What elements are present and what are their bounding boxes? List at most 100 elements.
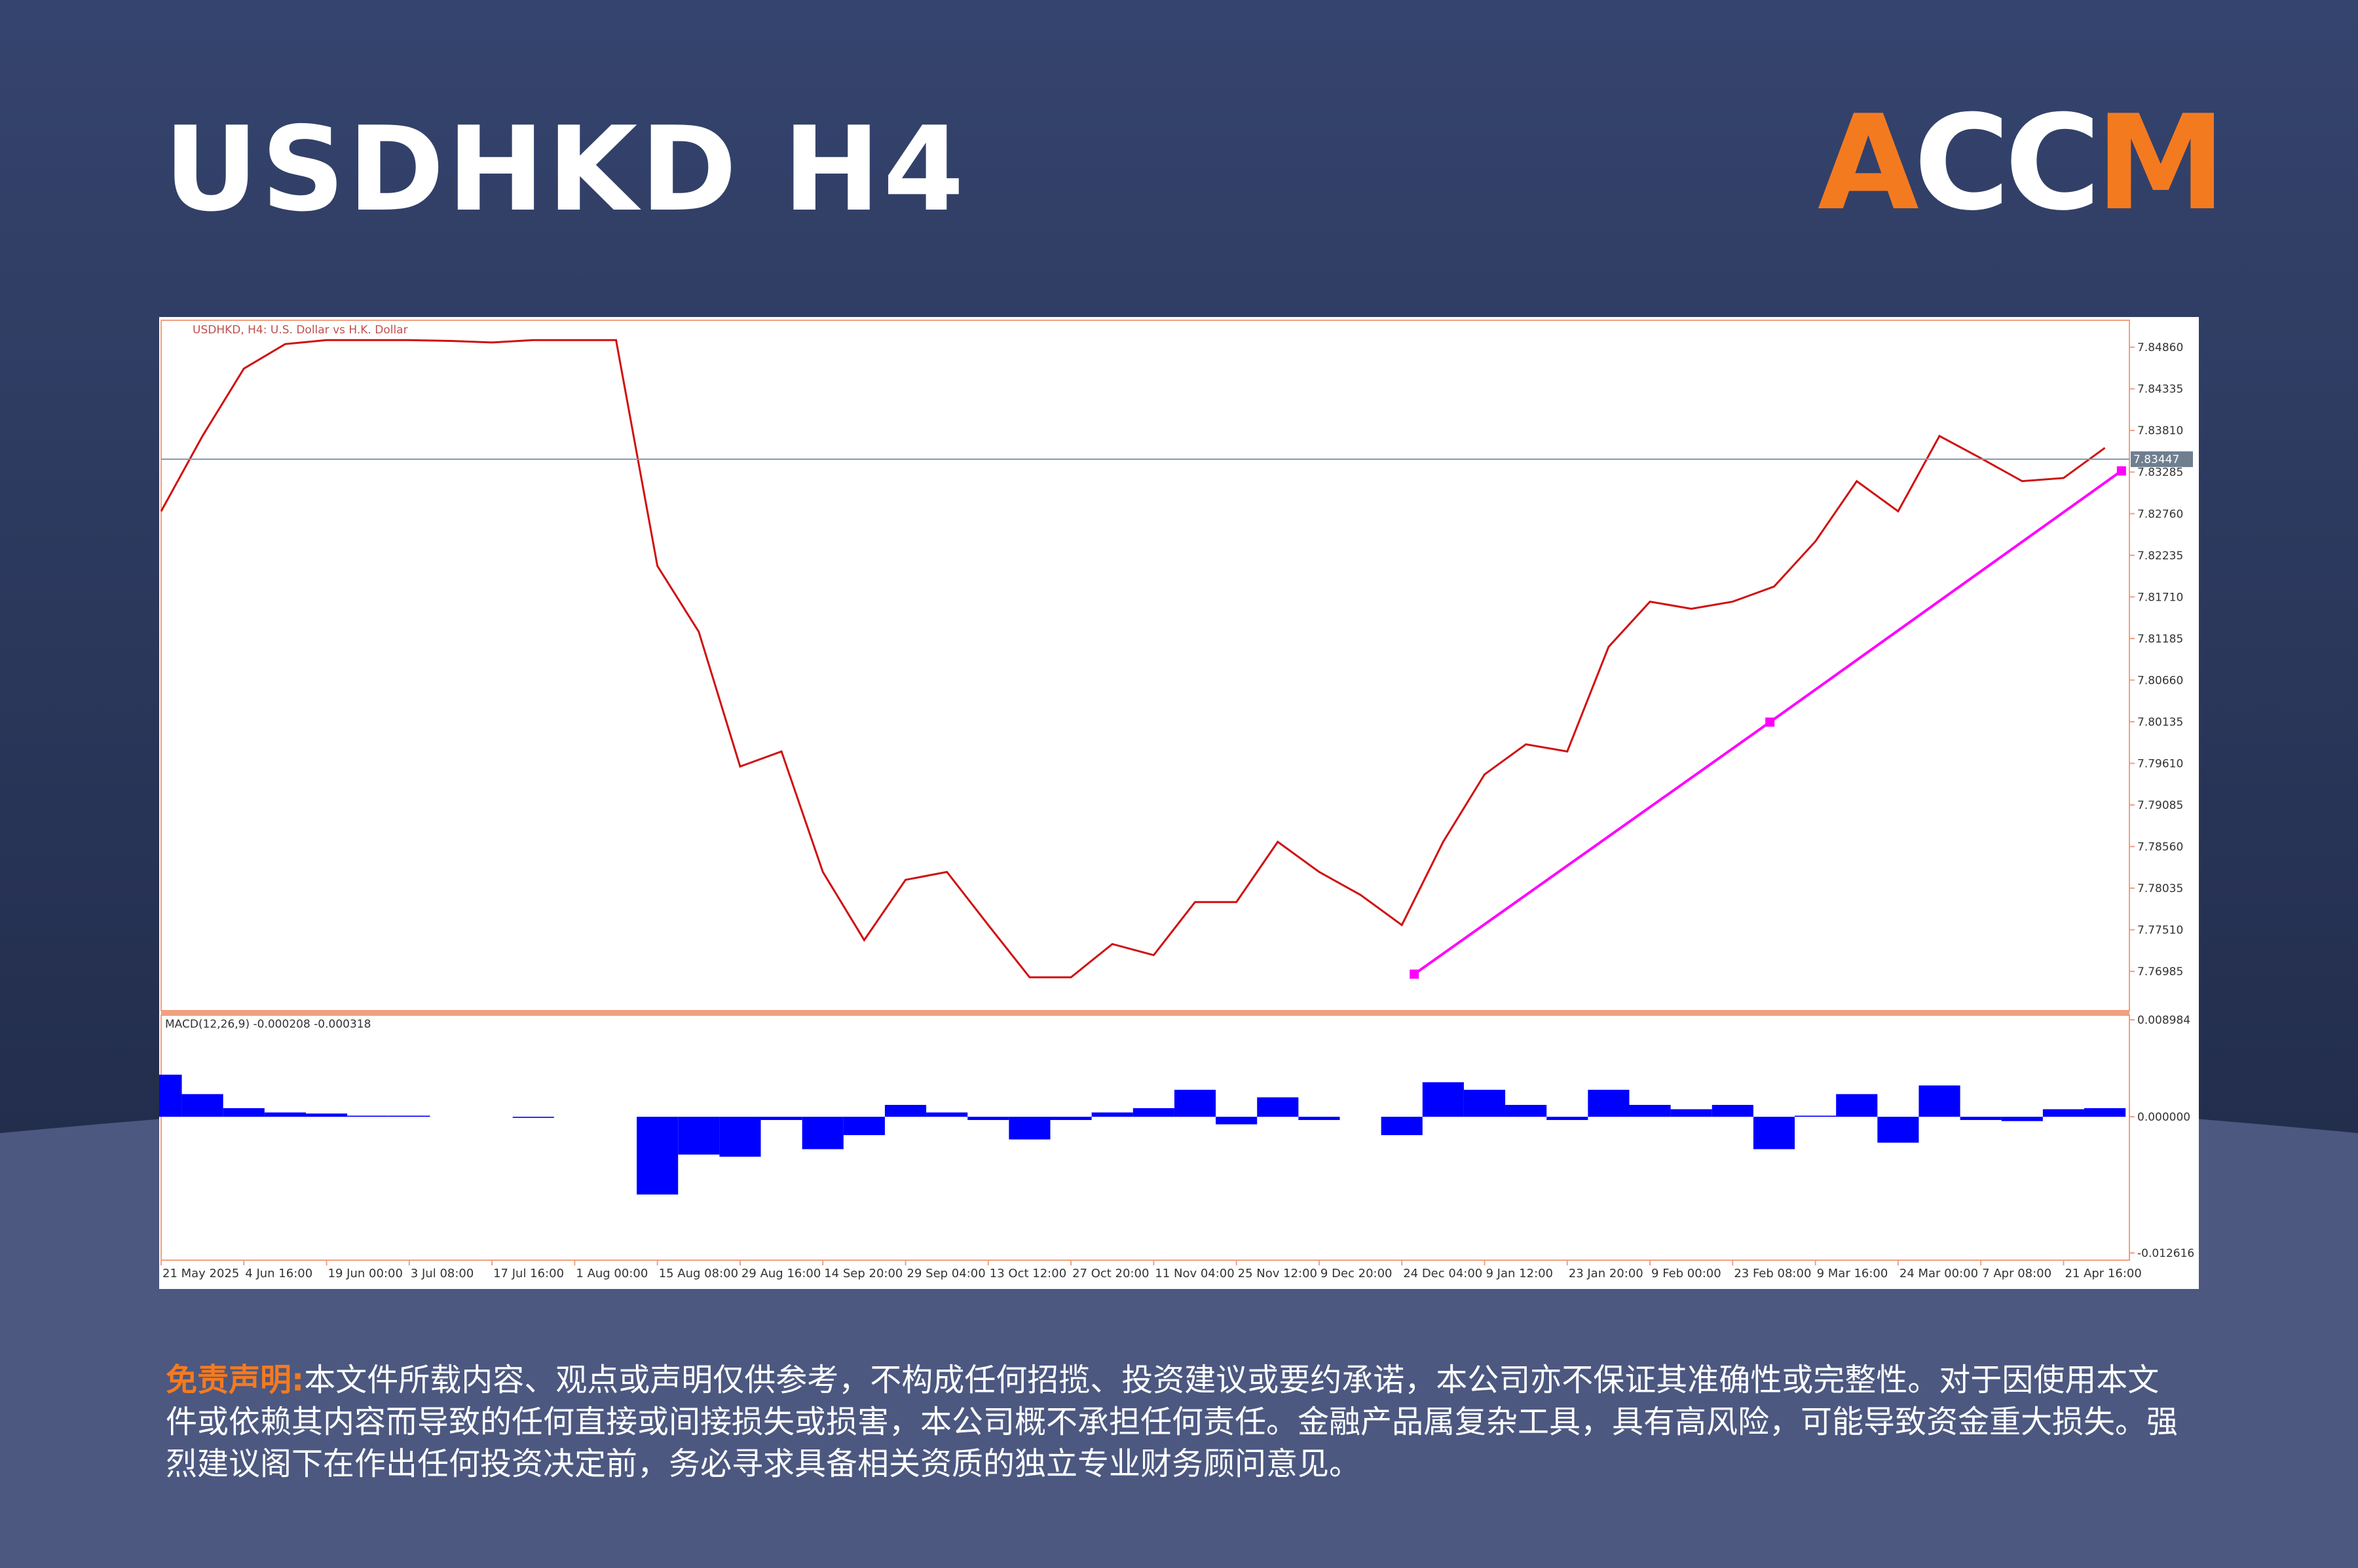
x-tick-label: 17 Jul 16:00 <box>493 1267 564 1280</box>
macd-bar <box>1505 1104 1547 1117</box>
chart-bg <box>159 317 2199 1289</box>
macd-bar <box>2001 1117 2043 1121</box>
y-tick-label: 7.81185 <box>2137 633 2183 646</box>
macd-bar <box>181 1094 223 1117</box>
logo-part: A <box>1818 87 1919 240</box>
macd-bar <box>678 1117 720 1155</box>
macd-bar <box>1588 1089 1630 1117</box>
macd-bar <box>1753 1117 1795 1149</box>
x-tick-label: 1 Aug 00:00 <box>576 1267 648 1280</box>
macd-bar <box>1381 1117 1423 1136</box>
macd-bar <box>1174 1089 1216 1117</box>
x-tick-label: 23 Jan 20:00 <box>1569 1267 1643 1280</box>
macd-bar <box>1257 1097 1299 1117</box>
y-tick-label: 7.83810 <box>2137 424 2183 438</box>
macd-bar <box>967 1117 1009 1121</box>
macd-bar <box>884 1104 927 1117</box>
x-tick-label: 7 Apr 08:00 <box>1982 1267 2051 1280</box>
logo-part: CC <box>1913 87 2101 240</box>
x-tick-label: 25 Nov 12:00 <box>1238 1267 1317 1280</box>
macd-bar <box>388 1115 430 1117</box>
macd-bar <box>1298 1117 1340 1121</box>
logo-part: M <box>2095 87 2226 240</box>
disclaimer-label: 免责声明: <box>166 1362 305 1398</box>
y-tick-label: -0.012616 <box>2137 1247 2194 1260</box>
macd-bar <box>1050 1117 1092 1121</box>
current-price-box <box>2131 451 2193 468</box>
y-tick-label: 7.79610 <box>2137 757 2183 770</box>
x-tick-label: 24 Mar 00:00 <box>1900 1267 1978 1280</box>
macd-bar <box>1795 1115 1837 1117</box>
x-tick-label: 19 Jun 00:00 <box>328 1267 403 1280</box>
macd-bar <box>512 1117 554 1118</box>
y-tick-label: 7.77510 <box>2137 924 2183 937</box>
title: USDHKD H4 <box>164 102 967 237</box>
x-tick-label: 21 May 2025 <box>162 1267 239 1280</box>
y-tick-label: 7.84335 <box>2137 383 2183 396</box>
trendline-anchor <box>2116 466 2126 476</box>
y-tick-label: 7.79085 <box>2137 799 2183 812</box>
macd-bar <box>926 1112 968 1117</box>
y-tick-label: 7.80660 <box>2137 674 2183 687</box>
macd-bar <box>264 1112 306 1117</box>
macd-bar <box>347 1115 389 1117</box>
macd-bar <box>1629 1104 1671 1117</box>
x-tick-label: 14 Sep 20:00 <box>824 1267 903 1280</box>
x-tick-label: 27 Oct 20:00 <box>1072 1267 1149 1280</box>
macd-bar <box>1546 1117 1588 1121</box>
macd-bar <box>305 1113 348 1117</box>
macd-bar <box>1836 1094 1878 1117</box>
macd-bar <box>1009 1117 1051 1140</box>
macd-bar <box>719 1117 761 1157</box>
macd-bar <box>2084 1108 2126 1117</box>
macd-bar <box>1463 1089 1506 1117</box>
macd-bar <box>2042 1109 2085 1117</box>
pane-frame <box>160 1015 2130 1261</box>
macd-bar <box>1216 1117 1258 1125</box>
y-tick-label: 7.76985 <box>2137 965 2183 979</box>
trendline-anchor <box>1765 717 1775 727</box>
macd-bar <box>159 1074 182 1117</box>
x-tick-label: 9 Jan 12:00 <box>1486 1267 1553 1280</box>
chart: 7.84860 7.84335 7.83810 7.83285 7.82760 7.822… <box>159 317 2199 1289</box>
macd-bar <box>1670 1109 1712 1117</box>
macd-bar <box>1091 1112 1133 1117</box>
macd-bar <box>1132 1108 1174 1117</box>
y-tick-label: 7.80135 <box>2137 716 2183 729</box>
x-tick-label: 9 Dec 20:00 <box>1320 1267 1393 1280</box>
x-tick-label: 13 Oct 12:00 <box>990 1267 1066 1280</box>
x-tick-label: 4 Jun 16:00 <box>245 1267 312 1280</box>
x-tick-label: 29 Aug 16:00 <box>741 1267 821 1280</box>
y-tick-label: 7.82760 <box>2137 508 2183 521</box>
y-tick-label: 7.81710 <box>2137 591 2183 604</box>
x-tick-label: 29 Sep 04:00 <box>907 1267 986 1280</box>
x-tick-label: 3 Jul 08:00 <box>411 1267 474 1280</box>
x-tick-label: 9 Mar 16:00 <box>1817 1267 1888 1280</box>
x-tick-label: 9 Feb 00:00 <box>1651 1267 1721 1280</box>
trendline-anchor <box>1410 969 1419 979</box>
macd-bar <box>1422 1082 1464 1117</box>
y-tick-label: 0.000000 <box>2137 1111 2190 1124</box>
y-tick-label: 0.008984 <box>2137 1014 2190 1027</box>
macd-bar <box>1918 1085 1960 1117</box>
pane-title: USDHKD, H4: U.S. Dollar vs H.K. Dollar <box>193 324 408 337</box>
disclaimer-text: 本文件所载内容、观点或声明仅供参考，不构成任何招揽、投资建议或要约承诺，本公司亦… <box>166 1362 2179 1482</box>
macd-bar <box>1960 1117 2002 1121</box>
x-tick-label: 23 Feb 08:00 <box>1734 1267 1811 1280</box>
macd-bar <box>802 1117 844 1149</box>
pane-title: MACD(12,26,9) -0.000208 -0.000318 <box>165 1018 371 1031</box>
y-tick-label: 7.84860 <box>2137 341 2183 354</box>
macd-bar <box>843 1117 885 1136</box>
y-tick-label: 7.78035 <box>2137 882 2183 895</box>
macd-bar <box>637 1117 679 1195</box>
x-tick-label: 11 Nov 04:00 <box>1155 1267 1234 1280</box>
x-tick-label: 21 Apr 16:00 <box>2065 1267 2141 1280</box>
y-tick-label: 7.78560 <box>2137 841 2183 854</box>
logo: ACCM <box>1818 98 2226 229</box>
macd-bar <box>760 1117 802 1121</box>
x-tick-label: 15 Aug 08:00 <box>659 1267 738 1280</box>
price-line <box>160 339 2106 979</box>
macd-bar <box>1712 1104 1753 1117</box>
macd-bar <box>1877 1117 1919 1143</box>
